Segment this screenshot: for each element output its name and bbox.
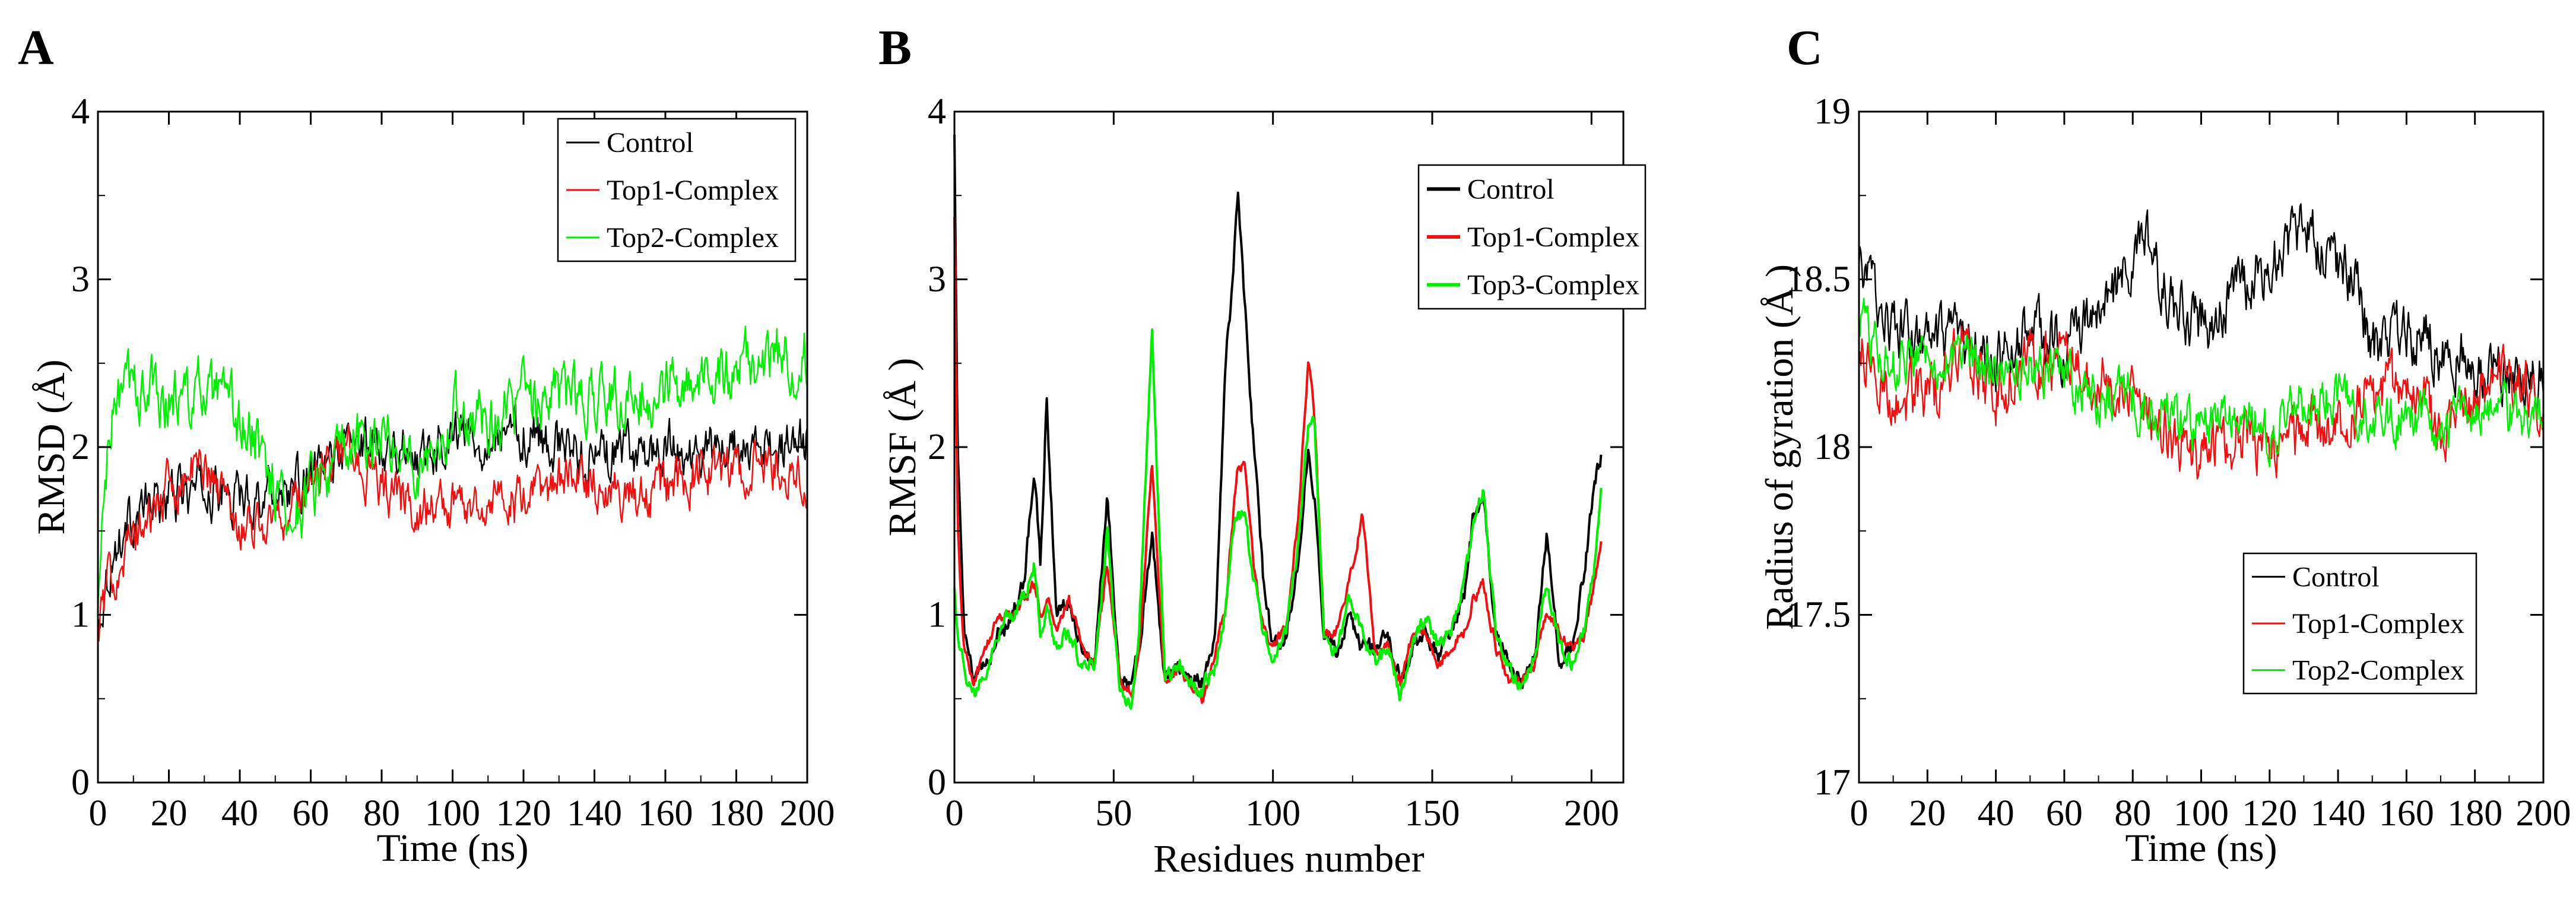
x-tick-label: 40 (1978, 793, 2015, 834)
legend-label: Control (607, 127, 694, 159)
panel-letter-c: C (1787, 20, 1823, 75)
x-tick-label: 100 (1245, 793, 1300, 834)
legend: Control Top1-Complex Top2-Complex (557, 118, 797, 262)
panel-letter-a: A (18, 20, 54, 75)
y-tick-label: 1 (71, 595, 90, 635)
panel-letter-b: B (878, 20, 912, 75)
series-line-top2-complex (1858, 297, 2545, 468)
legend-label: Control (2292, 561, 2380, 593)
x-tick-label: 200 (1564, 793, 1619, 834)
x-tick-label: 0 (1850, 793, 1868, 834)
series-line-control (1858, 203, 2545, 413)
x-tick-label: 160 (2379, 793, 2434, 834)
radius-of-gyration-panel: C Time (ns) Radius of gyration (Å ) 0 20 4… (1758, 20, 2571, 870)
x-tick-label: 20 (1909, 793, 1946, 834)
legend-label: Top2-Complex (607, 222, 779, 254)
y-tick-label: 4 (71, 91, 90, 132)
x-tick-label: 150 (1405, 793, 1460, 834)
x-tick-label: 120 (2242, 793, 2297, 834)
x-tick-label: 20 (151, 793, 188, 834)
legend-label: Top1-Complex (1467, 221, 1639, 253)
x-tick-label: 140 (2311, 793, 2366, 834)
x-tick-label: 180 (2447, 793, 2502, 834)
legend-label: Top2-Complex (2292, 655, 2464, 686)
x-tick-label: 180 (709, 793, 764, 834)
y-tick-label: 4 (928, 91, 946, 132)
x-tick-label: 100 (2174, 793, 2229, 834)
x-tick-label: 120 (496, 793, 551, 834)
series-lines (97, 325, 808, 642)
x-tick-label: 80 (2114, 793, 2151, 834)
x-tick-label: 50 (1095, 793, 1132, 834)
legend-label: Top1-Complex (2292, 608, 2464, 639)
series-line-top1-complex (97, 423, 808, 642)
x-tick-label: 0 (89, 793, 107, 834)
rmsf-panel: B Residues number RMSF (Å ) 0 50 100 150 200… (878, 20, 1647, 881)
y-tick-label: 3 (71, 259, 90, 300)
y-tick-label: 0 (71, 762, 90, 803)
y-tick-label: 0 (928, 762, 946, 803)
rmsd-panel: A Time (ns) RMSD (Å) 0 20 40 60 80 100 120 140 1… (18, 20, 835, 870)
x-tick-label: 80 (363, 793, 400, 834)
x-tick-label: 0 (946, 793, 964, 834)
series-line-top1-complex (1858, 325, 2545, 480)
x-tick-label: 60 (293, 793, 329, 834)
y-tick-label: 18.5 (1787, 259, 1851, 300)
x-tick-label: 200 (2516, 793, 2571, 834)
series-lines (1858, 203, 2545, 480)
y-tick-label: 19 (1814, 91, 1851, 132)
legend: Control Top1-Complex Top2-Complex (2242, 552, 2477, 695)
y-tick-label: 1 (928, 595, 946, 635)
y-tick-label: 2 (71, 427, 90, 467)
series-line-control (97, 401, 808, 629)
y-axis-label: Radius of gyration (Å ) (1758, 264, 1801, 630)
y-tick-label: 2 (928, 427, 946, 467)
x-axis-label: Residues number (1153, 837, 1424, 881)
x-axis-label: Time (ns) (376, 826, 528, 870)
x-tick-label: 100 (425, 793, 480, 834)
series-line-top1-complex (953, 217, 1603, 704)
x-tick-label: 60 (2046, 793, 2083, 834)
series-lines (953, 135, 1603, 710)
y-tick-label: 17.5 (1787, 595, 1851, 635)
legend-label: Top3-Complex (1467, 270, 1639, 301)
y-axis-label: RMSD (Å) (30, 359, 73, 534)
y-tick-label: 17 (1814, 762, 1851, 803)
x-tick-label: 40 (221, 793, 258, 834)
x-tick-label: 140 (567, 793, 622, 834)
series-line-top3-complex (953, 328, 1603, 710)
y-axis-label: RMSF (Å ) (881, 358, 924, 537)
series-line-top2-complex (97, 325, 808, 608)
y-tick-label: 18 (1814, 427, 1851, 467)
legend-label: Control (1467, 173, 1555, 205)
y-tick-label: 3 (928, 259, 946, 300)
legend: Control Top1-Complex Top3-Complex (1417, 164, 1647, 310)
x-tick-label: 200 (780, 793, 835, 834)
x-tick-label: 160 (638, 793, 693, 834)
legend-label: Top1-Complex (607, 175, 779, 206)
x-axis-label: Time (ns) (2125, 826, 2277, 870)
